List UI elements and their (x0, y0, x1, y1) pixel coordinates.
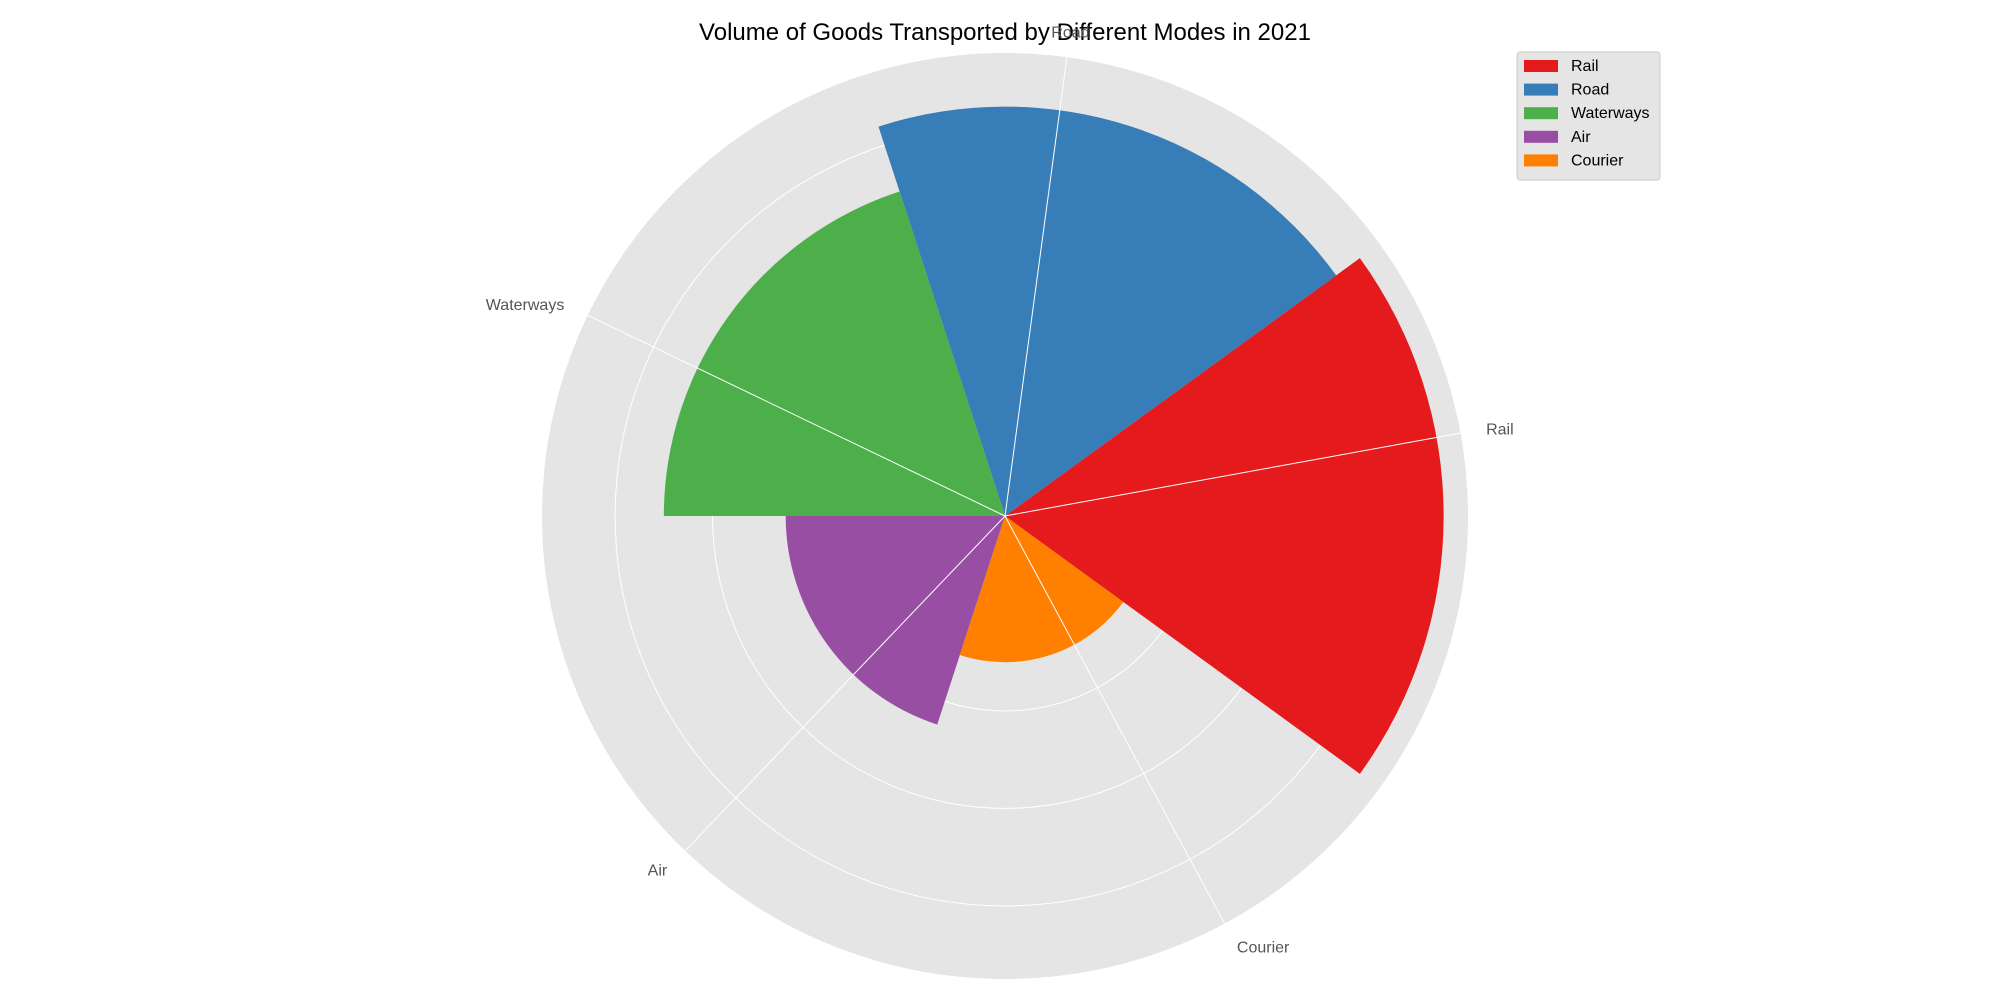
category-label-road: Road (1051, 24, 1089, 41)
legend: Rail Road Waterways Air Courier (1516, 51, 1661, 181)
grid-spoke (1004, 515, 1226, 924)
category-label-air: Air (648, 863, 668, 880)
legend-label-air: Air (1571, 129, 1591, 146)
category-labels: Rail Road Waterways Air Courier (486, 24, 1514, 956)
grid-spoke (1004, 57, 1068, 517)
bar-air (785, 516, 1005, 725)
category-label-rail: Rail (1486, 421, 1514, 438)
bars-layer (663, 106, 1444, 774)
legend-label-courier: Courier (1571, 152, 1624, 169)
legend-label-road: Road (1571, 82, 1609, 99)
bar-courier (959, 516, 1124, 663)
bar-rail (1005, 258, 1444, 774)
angular-grid (587, 57, 1461, 924)
grid-spoke (684, 515, 1006, 852)
bar-road (878, 106, 1337, 516)
legend-swatch-waterways (1524, 107, 1558, 120)
legend-swatch-rail (1524, 60, 1558, 72)
grid-spoke (1004, 432, 1461, 517)
legend-label-rail: Rail (1571, 58, 1599, 75)
legend-swatch-air (1524, 130, 1558, 143)
category-label-courier: Courier (1237, 939, 1290, 956)
category-label-waterways: Waterways (486, 297, 565, 314)
bar-waterways (663, 191, 1005, 517)
legend-label-waterways: Waterways (1571, 105, 1650, 122)
grid-spoke (587, 314, 1006, 517)
legend-swatch-road (1524, 83, 1558, 96)
legend-swatch-courier (1524, 154, 1558, 167)
chart-title: Volume of Goods Transported by Different… (699, 19, 1311, 46)
